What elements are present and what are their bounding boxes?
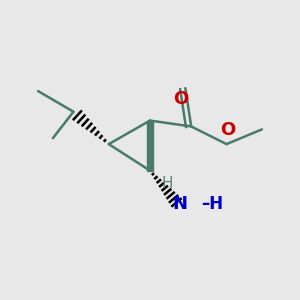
Text: O: O [173, 90, 188, 108]
Text: –H: –H [202, 196, 224, 214]
Polygon shape [147, 121, 153, 171]
Text: N: N [172, 196, 187, 214]
Text: O: O [220, 121, 236, 139]
Text: H: H [162, 176, 173, 191]
